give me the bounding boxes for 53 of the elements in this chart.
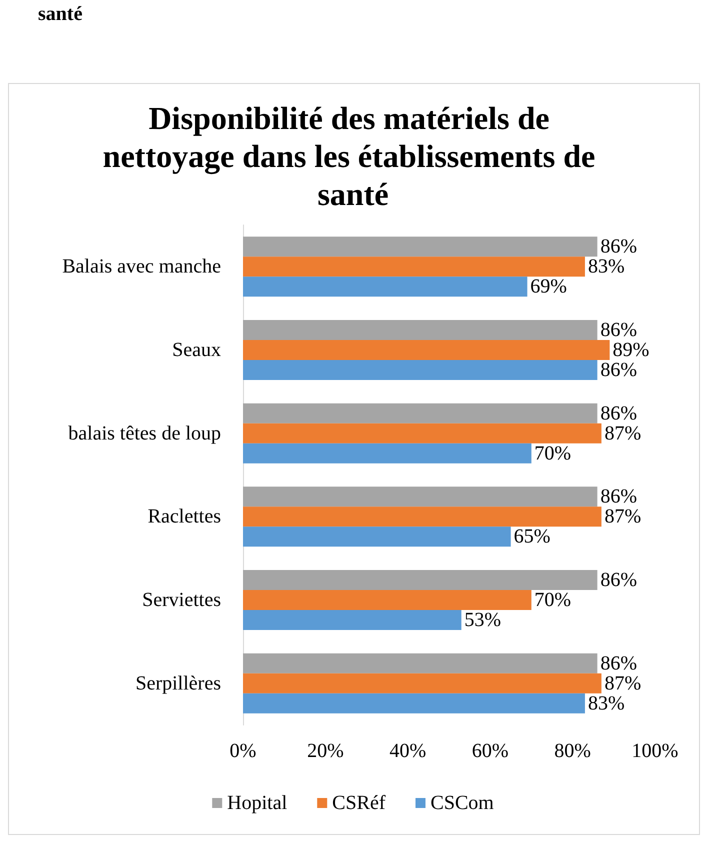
bar [243,256,585,277]
bar [243,236,598,257]
y-tick-label: Serpillères [135,672,222,694]
chart-title: Disponibilité des matériels de nettoyage dans les établissements de santé [102,100,604,212]
data-label: 86% [600,569,637,591]
bar [243,506,602,527]
data-label: 86% [600,236,637,258]
bar [243,653,598,674]
data-label: 53% [464,609,502,631]
y-tick-label: Serviettes [142,589,222,611]
data-label: 70% [534,589,572,611]
x-tick-label: 20% [307,740,344,762]
y-tick-label: Raclettes [148,506,222,528]
legend-label: CSCom [430,792,494,814]
x-tick-label: 80% [554,740,591,762]
data-label: 65% [514,526,550,548]
legend-label: CSRéf [332,792,386,814]
x-tick-label: 100% [632,740,678,762]
bar [243,443,532,464]
text: santé [38,2,82,26]
x-tick-label: 40% [389,740,426,762]
bar [243,320,598,340]
data-label: 83% [588,692,625,714]
data-label: 83% [588,256,625,278]
y-tick-label: balais têtes de loup [68,422,221,444]
bar [243,403,598,424]
data-label: 86% [600,652,637,674]
data-label: 69% [530,276,567,298]
bar [243,673,602,694]
bar [243,526,511,547]
bar [243,276,528,297]
bar [243,570,598,590]
data-label: 86% [600,359,637,381]
data-label: 87% [604,506,642,528]
data-label: 86% [600,402,637,424]
data-label: 86% [600,486,637,508]
data-label: 87% [604,672,642,694]
bar [243,590,532,610]
data-label: 89% [612,339,650,361]
bar [243,610,462,630]
x-tick-label: 0% [230,740,256,762]
data-label: 86% [600,319,637,341]
data-label: 87% [604,422,642,444]
y-tick-label: Seaux [172,339,221,361]
bar [243,423,602,444]
bar [243,360,598,380]
bar [243,340,610,360]
legend-label: Hopital [227,792,288,814]
data-label: 70% [534,442,572,464]
x-tick-label: 60% [472,740,509,762]
bar [243,486,598,507]
bar [243,693,585,714]
y-tick-label: Balais avec manche [62,256,222,278]
